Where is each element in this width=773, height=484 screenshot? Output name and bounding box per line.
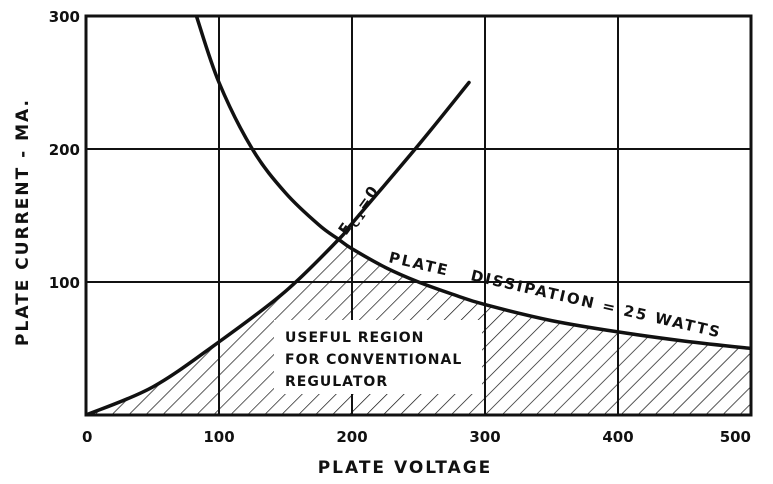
plot-frame xyxy=(84,14,753,417)
x-tick-label-200: 200 xyxy=(336,428,367,446)
x-tick-labels: 0 100 200 300 400 500 xyxy=(82,428,751,446)
x-tick-label-400: 400 xyxy=(602,428,633,446)
x-tick-label-0: 0 xyxy=(82,428,92,446)
x-tick-label-300: 300 xyxy=(469,428,500,446)
ec1-label-rest: =0 xyxy=(353,181,383,213)
annotation-line-2: FOR CONVENTIONAL xyxy=(285,352,462,368)
plate-dissipation-curve xyxy=(194,16,751,351)
annotation-line-1: USEFUL REGION xyxy=(285,330,424,346)
x-tick-label-100: 100 xyxy=(203,428,234,446)
x-tick-label-500: 500 xyxy=(720,428,751,446)
y-tick-label-200: 200 xyxy=(49,141,80,159)
ec1-zero-curve xyxy=(86,80,471,415)
y-tick-label-100: 100 xyxy=(49,274,80,292)
y-tick-label-300: 300 xyxy=(49,8,80,26)
x-axis-title: PLATE VOLTAGE xyxy=(318,458,493,478)
y-axis-title: PLATE CURRENT - MA. xyxy=(13,98,33,346)
svg-text:EC1=0: EC1=0 xyxy=(335,181,386,240)
annotation-line-3: REGULATOR xyxy=(285,374,388,390)
annotation-background xyxy=(274,320,482,394)
ec1-label: EC1=0 xyxy=(335,181,386,240)
y-tick-labels: 100 200 300 xyxy=(49,8,80,292)
